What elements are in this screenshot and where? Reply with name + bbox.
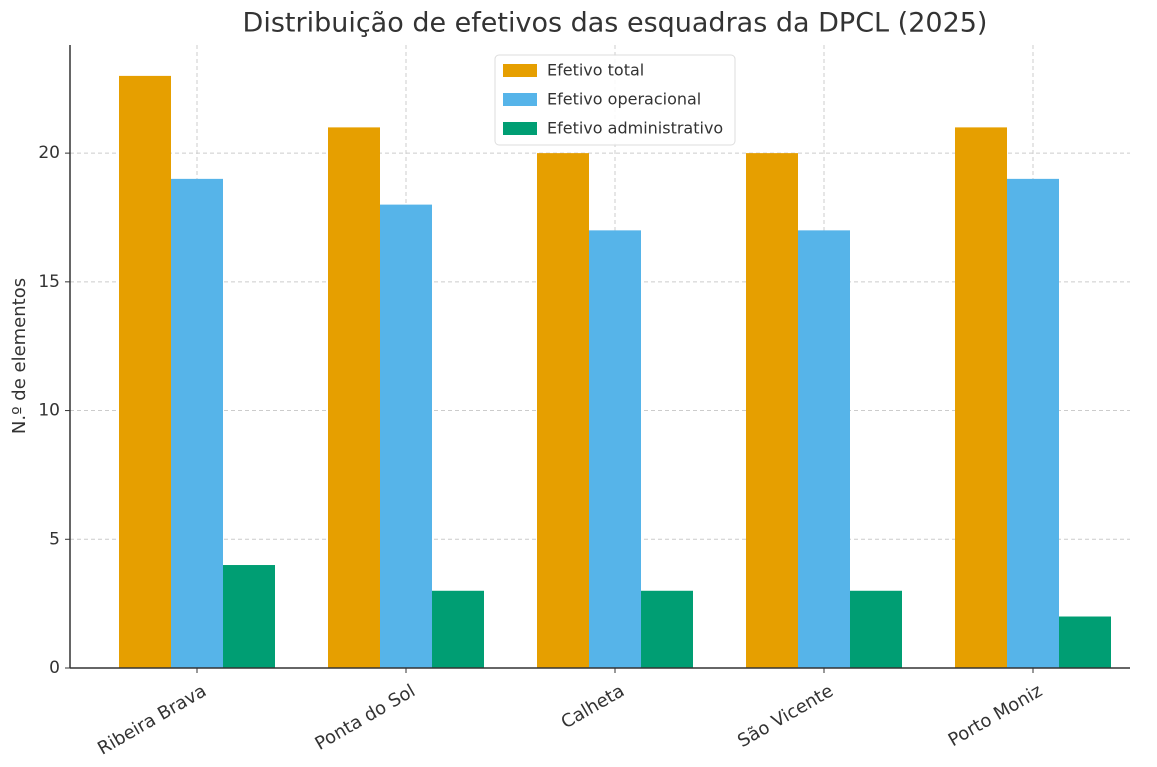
y-tick-label: 10 — [38, 401, 60, 421]
bar — [537, 153, 589, 668]
bar — [1007, 178, 1059, 668]
bar — [641, 590, 693, 668]
y-tick-label: 0 — [49, 658, 60, 678]
bar — [171, 178, 223, 668]
bar — [119, 75, 171, 668]
bar — [955, 127, 1007, 668]
y-axis-label: N.º de elementos — [9, 278, 30, 434]
legend-swatch — [503, 93, 537, 106]
bar — [1059, 616, 1111, 668]
bar — [589, 230, 641, 668]
legend-box — [494, 54, 736, 146]
x-tick-label: Ribeira Brava — [94, 680, 210, 759]
chart-title: Distribuição de efetivos das esquadras d… — [243, 8, 988, 39]
bar — [432, 590, 484, 668]
y-tick-label: 15 — [38, 272, 60, 292]
legend-label: Efetivo administrativo — [547, 119, 723, 138]
x-tick-label: Porto Moniz — [945, 680, 1046, 751]
legend-swatch — [503, 122, 537, 135]
legend-label: Efetivo total — [547, 61, 644, 80]
bar — [380, 204, 432, 668]
legend-swatch — [503, 64, 537, 77]
bar — [746, 153, 798, 668]
x-tick-label: Ponta do Sol — [311, 680, 419, 754]
bar — [798, 230, 850, 668]
bar — [223, 565, 275, 668]
y-tick-label: 5 — [49, 529, 60, 549]
x-tick-label: São Vicente — [734, 680, 837, 751]
bar — [328, 127, 380, 668]
x-tick-label: Calheta — [558, 680, 628, 733]
bar — [850, 590, 902, 668]
y-tick-label: 20 — [38, 143, 60, 163]
legend-label: Efetivo operacional — [547, 90, 701, 109]
